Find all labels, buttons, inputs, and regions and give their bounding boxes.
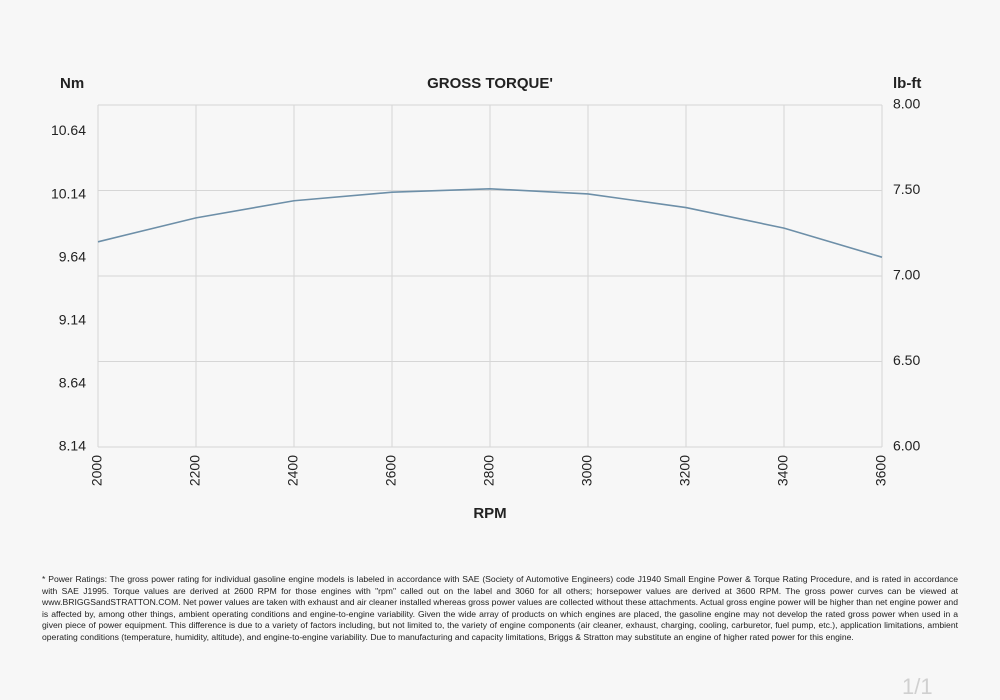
y-tick-label: 8.64 bbox=[59, 375, 86, 391]
x-tick-label: 2200 bbox=[187, 455, 203, 486]
x-tick-label: 2600 bbox=[383, 455, 399, 486]
chart: GROSS TORQUE' Nm lb-ft RPM 2000 2200 2400 2… bbox=[51, 75, 921, 522]
y-tick-label: 10.64 bbox=[51, 122, 86, 138]
y2-tick-label: 7.50 bbox=[893, 181, 920, 197]
x-tick-label: 3400 bbox=[775, 455, 791, 486]
chart-title: GROSS TORQUE' bbox=[427, 75, 553, 92]
y-axis-label: Nm bbox=[60, 75, 84, 92]
y-tick-label: 9.64 bbox=[59, 248, 86, 264]
page-number: 1/1 bbox=[902, 674, 933, 699]
line-series bbox=[97, 187, 883, 258]
y2-axis-label: lb-ft bbox=[893, 75, 921, 92]
y2-tick-label: 8.00 bbox=[893, 96, 920, 112]
x-tick-label: 3000 bbox=[579, 455, 595, 486]
y2-tick-label: 7.00 bbox=[893, 267, 920, 283]
y2-tick-label: 6.50 bbox=[893, 352, 920, 368]
x-axis-label: RPM bbox=[473, 505, 506, 522]
y-tick-label: 10.14 bbox=[51, 185, 86, 201]
y2-tick-label: 6.00 bbox=[893, 438, 920, 454]
x-tick-label: 2800 bbox=[481, 455, 497, 486]
y-tick-label: 9.14 bbox=[59, 312, 86, 328]
y-tick-label: 8.14 bbox=[59, 438, 86, 454]
x-tick-label: 3600 bbox=[873, 455, 889, 486]
footnote: * Power Ratings: The gross power rating … bbox=[42, 574, 958, 642]
x-tick-label: 2400 bbox=[285, 455, 301, 486]
x-tick-label: 3200 bbox=[677, 455, 693, 486]
x-tick-label: 2000 bbox=[89, 455, 105, 486]
